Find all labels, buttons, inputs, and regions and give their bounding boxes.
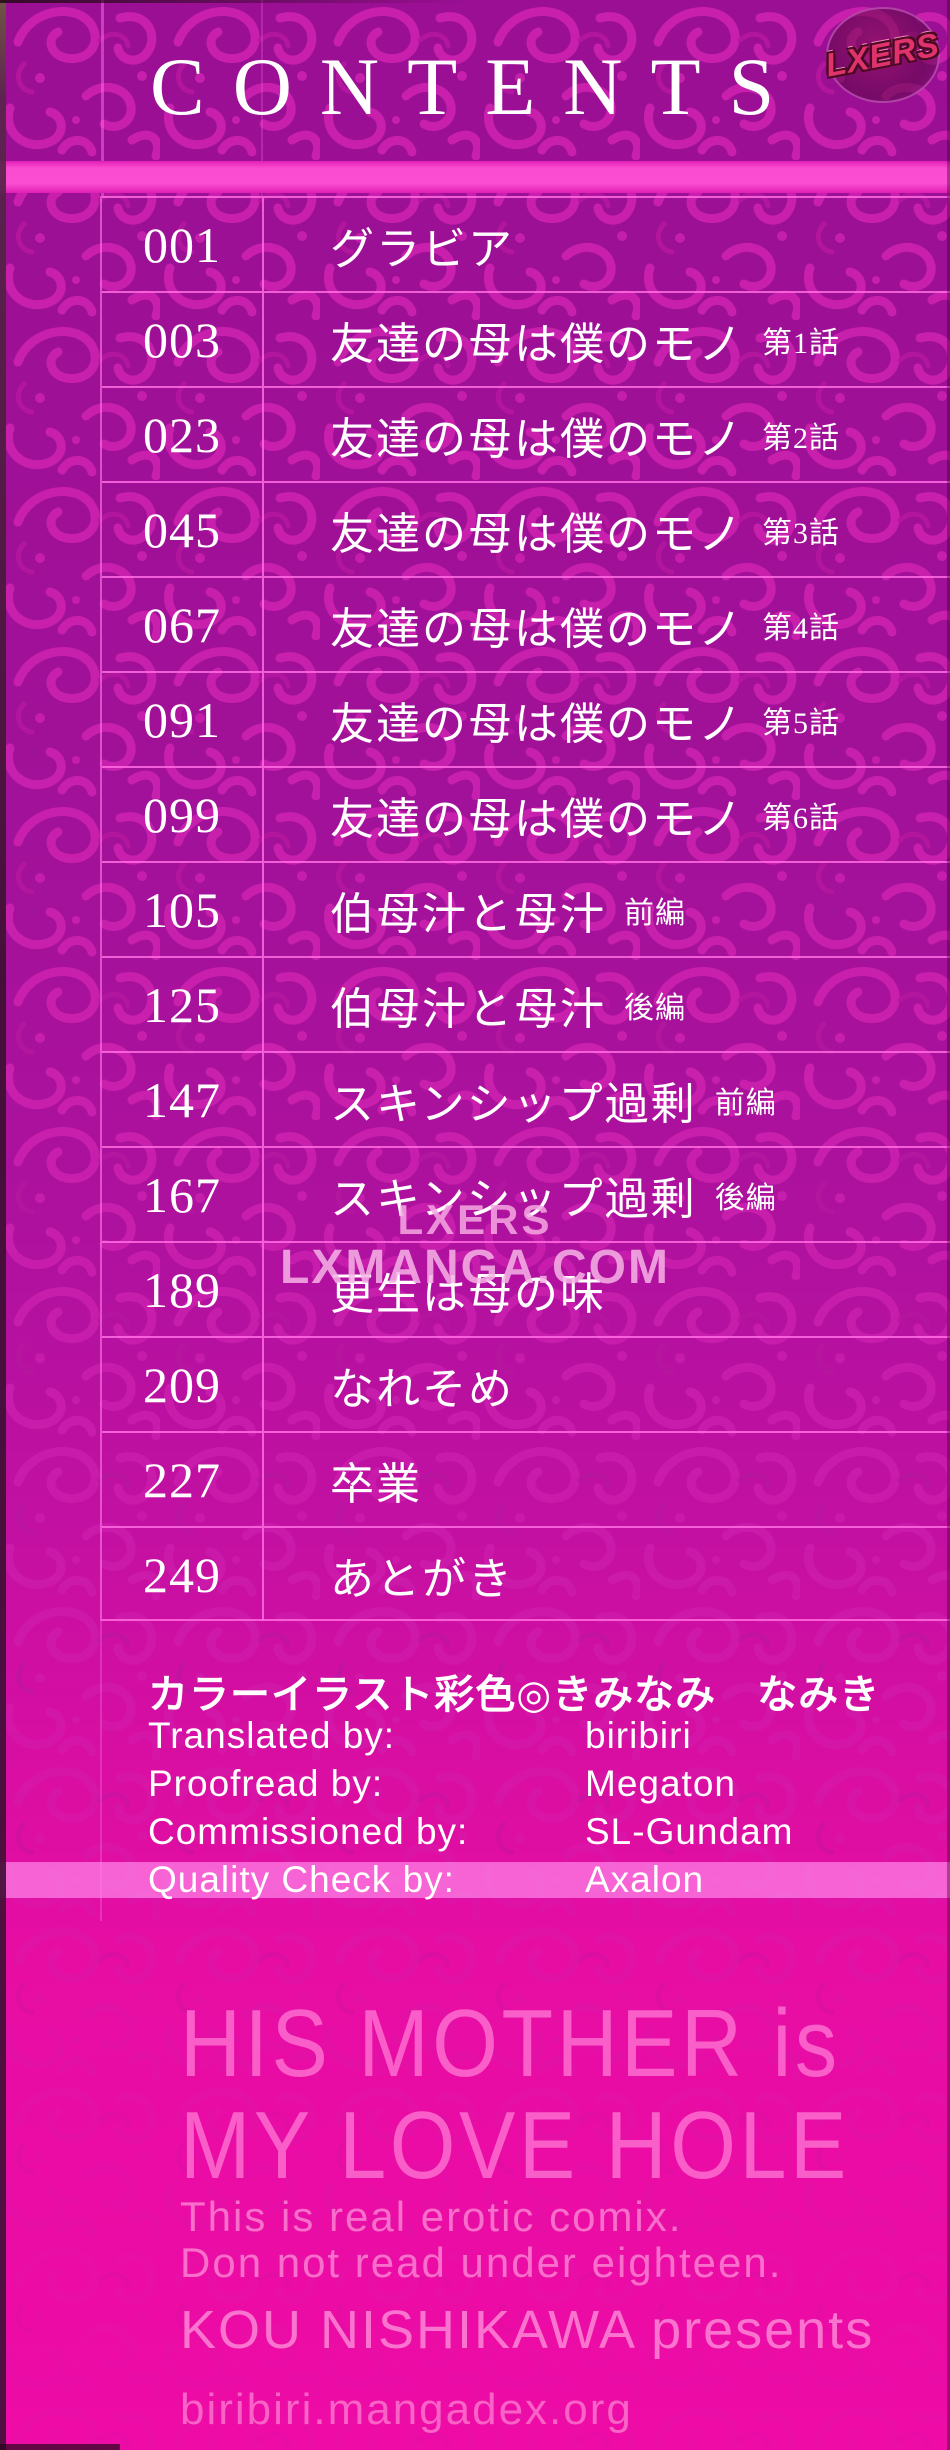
credit-value: biribiri bbox=[585, 1715, 692, 1756]
toc-page-number: 023 bbox=[102, 388, 264, 481]
toc-page-number: 001 bbox=[102, 198, 264, 291]
toc-title-text: 友達の母は僕のモノ bbox=[330, 604, 744, 654]
credit-label: Quality Check by: bbox=[148, 1859, 455, 1900]
toc-title-suffix: 後編 bbox=[624, 991, 686, 1025]
toc-title-suffix: 第3話 bbox=[762, 516, 840, 550]
credit-value: Megaton bbox=[585, 1763, 736, 1804]
toc-title-text: グラビア bbox=[330, 224, 514, 274]
footer-url: biribiri.mangadex.org bbox=[180, 2385, 633, 2434]
toc-row: 001 グラビア bbox=[102, 196, 950, 291]
credit-row: Proofread by: Megaton bbox=[148, 1760, 908, 1808]
credits-section: カラーイラスト彩色◎きみなみ なみき Translated by: biribi… bbox=[148, 1662, 908, 1904]
toc-title-text: スキンシップ過剰 bbox=[330, 1079, 697, 1129]
page-title: CONTENTS bbox=[150, 41, 803, 132]
scan-edge-right bbox=[947, 0, 950, 2450]
toc-title-suffix: 第1話 bbox=[762, 326, 840, 360]
toc-title-text: 友達の母は僕のモノ bbox=[330, 794, 744, 844]
toc-page-number: 227 bbox=[102, 1433, 264, 1526]
toc-row: 147 スキンシップ過剰 前編 bbox=[102, 1051, 950, 1146]
toc-row: 249 あとがき bbox=[102, 1526, 950, 1621]
toc-title-suffix: 第6話 bbox=[762, 801, 840, 835]
toc-page-number: 105 bbox=[102, 863, 264, 956]
footer-title-line1: HIS MOTHER is bbox=[180, 1990, 841, 2097]
credit-row: Quality Check by: Axalon bbox=[148, 1856, 908, 1904]
lxers-badge-label: LXERS bbox=[822, 25, 943, 84]
toc-row: 167 スキンシップ過剰 後編 bbox=[102, 1146, 950, 1241]
toc-row: 209 なれそめ bbox=[102, 1336, 950, 1431]
toc-page-number: 099 bbox=[102, 768, 264, 861]
toc-title-text: あとがき bbox=[330, 1554, 514, 1604]
toc-page-number: 003 bbox=[102, 293, 264, 386]
quality-check-highlight bbox=[0, 1862, 950, 1898]
toc-title-text: スキンシップ過剰 bbox=[330, 1174, 697, 1224]
scan-edge-left bbox=[0, 0, 6, 2450]
credit-row: Commissioned by: SL-Gundam bbox=[148, 1808, 908, 1856]
credit-label: Proofread by: bbox=[148, 1763, 384, 1804]
footer-presents: KOU NISHIKAWA presents bbox=[180, 2300, 875, 2360]
lxers-badge-logo: LXERS bbox=[822, 7, 943, 103]
footer-title-line2: MY LOVE HOLE bbox=[180, 2092, 850, 2199]
toc-row: 105 伯母汁と母汁 前編 bbox=[102, 861, 950, 956]
toc-title-suffix: 第5話 bbox=[762, 706, 840, 740]
toc-page-number: 147 bbox=[102, 1053, 264, 1146]
toc-row: 045 友達の母は僕のモノ 第3話 bbox=[102, 481, 950, 576]
toc-page-number: 189 bbox=[102, 1243, 264, 1336]
footer-note-line2: Don not read under eighteen. bbox=[180, 2239, 783, 2286]
toc-title-text: なれそめ bbox=[330, 1364, 514, 1414]
credit-label: Commissioned by: bbox=[148, 1811, 469, 1852]
toc-page-number: 167 bbox=[102, 1148, 264, 1241]
toc-title-suffix: 前編 bbox=[624, 896, 686, 930]
pink-stripe-divider bbox=[0, 161, 950, 193]
toc-row: 125 伯母汁と母汁 後編 bbox=[102, 956, 950, 1051]
toc-title-suffix: 前編 bbox=[714, 1086, 777, 1120]
toc-title-text: 友達の母は僕のモノ bbox=[330, 414, 744, 464]
toc-title-suffix: 第4話 bbox=[762, 611, 840, 645]
toc-title-text: 卒業 bbox=[330, 1459, 422, 1509]
credit-value: SL-Gundam bbox=[585, 1811, 794, 1852]
toc-page-number: 249 bbox=[102, 1528, 264, 1621]
crease-line-left bbox=[101, 0, 104, 196]
toc-page-number: 209 bbox=[102, 1338, 264, 1431]
toc-title-text: 伯母汁と母汁 bbox=[330, 984, 606, 1034]
crease-line-divider bbox=[261, 0, 263, 196]
toc-row: 099 友達の母は僕のモノ 第6話 bbox=[102, 766, 950, 861]
toc-row: 023 友達の母は僕のモノ 第2話 bbox=[102, 386, 950, 481]
scan-edge-bottom-left bbox=[0, 2444, 120, 2450]
toc-page-number: 125 bbox=[102, 958, 264, 1051]
toc-page-number: 067 bbox=[102, 578, 264, 671]
scan-edge-top bbox=[0, 0, 470, 3]
toc-title-suffix: 後編 bbox=[714, 1181, 777, 1215]
toc-title-text: 友達の母は僕のモノ bbox=[330, 699, 744, 749]
toc-title-text: 友達の母は僕のモノ bbox=[330, 509, 744, 559]
toc-row: 227 卒業 bbox=[102, 1431, 950, 1526]
toc-title-suffix: 第2話 bbox=[762, 421, 840, 455]
toc-page-number: 045 bbox=[102, 483, 264, 576]
credit-label: Translated by: bbox=[148, 1715, 396, 1756]
toc-row: 091 友達の母は僕のモノ 第5話 bbox=[102, 671, 950, 766]
credit-row: Translated by: biribiri bbox=[148, 1712, 908, 1760]
credit-value: Axalon bbox=[585, 1859, 705, 1900]
toc-title-text: 友達の母は僕のモノ bbox=[330, 319, 744, 369]
toc-title-text: 伯母汁と母汁 bbox=[330, 889, 606, 939]
toc-title-text: 更生は母の味 bbox=[330, 1269, 606, 1319]
footer-note-line1: This is real erotic comix. bbox=[180, 2193, 683, 2240]
color-illustration-credit: カラーイラスト彩色◎きみなみ なみき bbox=[148, 1673, 881, 1717]
crease-line-lower bbox=[100, 1621, 102, 1921]
toc-row: 003 友達の母は僕のモノ 第1話 bbox=[102, 291, 950, 386]
toc-table: 001 グラビア 003 友達の母は僕のモノ 第1話 023 友達の母は僕のモノ 第2話 … bbox=[100, 196, 950, 1621]
toc-page-number: 091 bbox=[102, 673, 264, 766]
toc-row: 067 友達の母は僕のモノ 第4話 bbox=[102, 576, 950, 671]
toc-row: 189 更生は母の味 bbox=[102, 1241, 950, 1336]
